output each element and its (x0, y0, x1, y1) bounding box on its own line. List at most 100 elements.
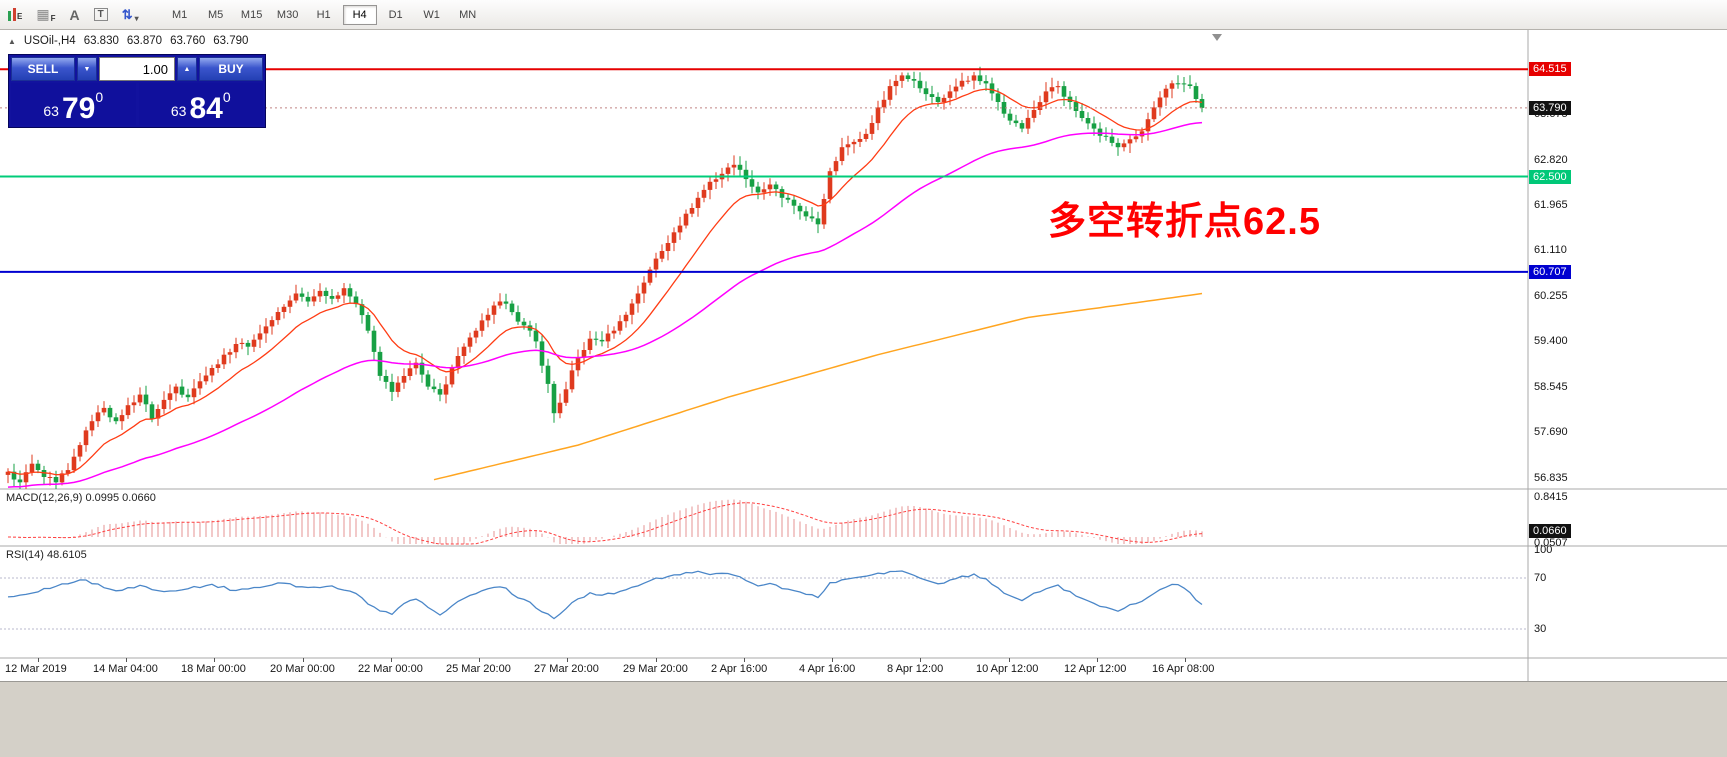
time-axis-label: 27 Mar 20:00 (534, 663, 599, 675)
price-axis-label: 62.820 (1534, 153, 1568, 166)
price-badge-support: 60.707 (1529, 264, 1571, 279)
trade-panel-controls: SELL ▼ ▲ BUY (11, 57, 263, 81)
rsi-axis-label: 70 (1534, 572, 1547, 584)
textbox-tool-icon[interactable]: T (93, 8, 108, 21)
time-axis-tick (744, 658, 745, 662)
buy-button[interactable]: BUY (199, 57, 263, 81)
bottom-window-strip (0, 681, 1727, 757)
timeframe-button-h1[interactable]: H1 (316, 8, 331, 21)
ohlc-header: ▲ USOil-,H4 63.830 63.870 63.760 63.790 (8, 35, 248, 47)
rsi-axis-label: 30 (1534, 623, 1547, 635)
timeframe-button-w1[interactable]: W1 (423, 8, 440, 21)
one-click-trade-panel: SELL ▼ ▲ BUY 63 79 0 63 84 0 (8, 54, 266, 128)
time-axis-tick (1185, 658, 1186, 662)
time-axis-label: 2 Apr 16:00 (711, 663, 768, 675)
time-axis-label: 18 Mar 00:00 (181, 663, 246, 675)
timeframe-toolbar: M1 M5 M15 M30 H1 H4 D1 W1 MN (163, 4, 485, 25)
chart-annotation-text[interactable]: 多空转折点62.5 (1048, 201, 1321, 243)
volume-decrease-button[interactable]: ▼ (77, 57, 97, 81)
grid-sub-label: F (50, 14, 56, 23)
sell-button[interactable]: SELL (11, 57, 75, 81)
timeframe-button-m30[interactable]: M30 (276, 8, 299, 21)
time-axis-tick (38, 658, 39, 662)
time-axis-tick (391, 658, 392, 662)
volume-input[interactable] (99, 57, 175, 81)
price-axis-label: 58.545 (1534, 380, 1568, 393)
chevron-down-icon: ▾ (134, 13, 139, 23)
price-axis-label: 60.255 (1534, 289, 1568, 302)
rsi-line (7, 570, 1203, 620)
text-tool-icon[interactable]: A (69, 6, 80, 23)
time-axis-tick (214, 658, 215, 662)
sell-price-display: 63 79 0 (11, 83, 136, 125)
time-axis-tick (832, 658, 833, 662)
macd-histogram (13, 499, 1203, 544)
timeframe-button-d1[interactable]: D1 (388, 8, 403, 21)
macd-signal-line (7, 502, 1203, 545)
time-axis-label: 14 Mar 04:00 (93, 663, 158, 675)
price-axis-label: 59.400 (1534, 335, 1568, 348)
timeframe-button-mn[interactable]: MN (459, 8, 477, 21)
chart-canvas[interactable] (0, 30, 1727, 681)
macd-value-badge: 0.0660 (1529, 524, 1571, 538)
sell-price-prefix: 63 (43, 103, 59, 119)
price-badge-pivot: 62.500 (1529, 169, 1571, 184)
timeframe-button-m15[interactable]: M15 (240, 8, 263, 21)
grid-glyph: ▦ (36, 6, 50, 22)
time-axis-label: 4 Apr 16:00 (799, 663, 856, 675)
time-axis-tick (1009, 658, 1010, 662)
ohlc-close: 63.790 (213, 35, 249, 47)
price-axis-label: 57.690 (1534, 426, 1568, 439)
time-axis-tick (1097, 658, 1098, 662)
tool-icon-group: E ▦ F A T ⇅ ▾ (8, 6, 139, 23)
time-axis-tick (567, 658, 568, 662)
time-axis-label: 29 Mar 20:00 (623, 663, 688, 675)
candlestick-glyph (8, 8, 16, 21)
sell-price-main: 79 (61, 92, 96, 125)
buy-price-main: 84 (189, 92, 223, 125)
rsi-level-lines (0, 577, 1528, 630)
timeframe-button-h4[interactable]: H4 (342, 4, 377, 25)
time-axis-label: 25 Mar 20:00 (446, 663, 511, 675)
macd-header: MACD(12,26,9) 0.0995 0.0660 (6, 492, 156, 504)
chart-shift-marker-icon[interactable] (1212, 34, 1222, 41)
time-axis-tick (656, 658, 657, 662)
time-axis-tick (303, 658, 304, 662)
time-axis-label: 20 Mar 00:00 (270, 663, 335, 675)
rsi-axis-label: 100 (1534, 544, 1553, 556)
cursor-tool-icon[interactable]: ⇅ ▾ (122, 7, 139, 23)
ohlc-low: 63.760 (170, 35, 206, 47)
rsi-header: RSI(14) 48.6105 (6, 549, 87, 561)
symbol-label: USOil-,H4 (23, 35, 76, 47)
buy-price-prefix: 63 (170, 103, 187, 119)
ohlc-open: 63.830 (83, 35, 119, 47)
arrows-glyph: ⇅ (121, 6, 133, 22)
indicator-grid-icon[interactable]: ▦ F (36, 6, 55, 23)
panel-separators (0, 30, 1727, 681)
volume-increase-button[interactable]: ▲ (177, 57, 197, 81)
time-axis-label: 22 Mar 00:00 (358, 663, 423, 675)
moving-averages (7, 88, 1203, 488)
chart-area: ▲ USOil-,H4 63.830 63.870 63.760 63.790 … (0, 30, 1727, 681)
price-axis-label: 61.110 (1534, 244, 1567, 257)
chart-symbol-icon: ▲ (8, 36, 16, 46)
price-badge-resistance: 64.515 (1529, 62, 1571, 77)
ohlc-high: 63.870 (126, 35, 163, 47)
time-axis-label: 8 Apr 12:00 (887, 663, 944, 675)
timeframe-button-m1[interactable]: M1 (171, 8, 188, 21)
time-axis-label: 12 Apr 12:00 (1064, 663, 1127, 675)
time-axis-label: 10 Apr 12:00 (976, 663, 1039, 675)
time-axis-label: 12 Mar 2019 (5, 663, 67, 675)
macd-axis-label: 0.0507 (1534, 537, 1568, 549)
timeframe-button-m5[interactable]: M5 (207, 8, 224, 21)
toolbar: E ▦ F A T ⇅ ▾ M1 M5 M15 M30 H1 H4 D1 W1 MN (0, 0, 1727, 30)
macd-axis-label: 0.8415 (1534, 491, 1568, 503)
chart-template-icon[interactable]: E (8, 8, 22, 21)
time-axis-tick (920, 658, 921, 662)
time-axis-label: 16 Apr 08:00 (1152, 663, 1215, 675)
chart-template-sub-label: E (17, 12, 23, 21)
candlesticks (5, 66, 1205, 489)
time-axis-tick (479, 658, 480, 662)
trade-panel-prices: 63 79 0 63 84 0 (11, 83, 263, 125)
